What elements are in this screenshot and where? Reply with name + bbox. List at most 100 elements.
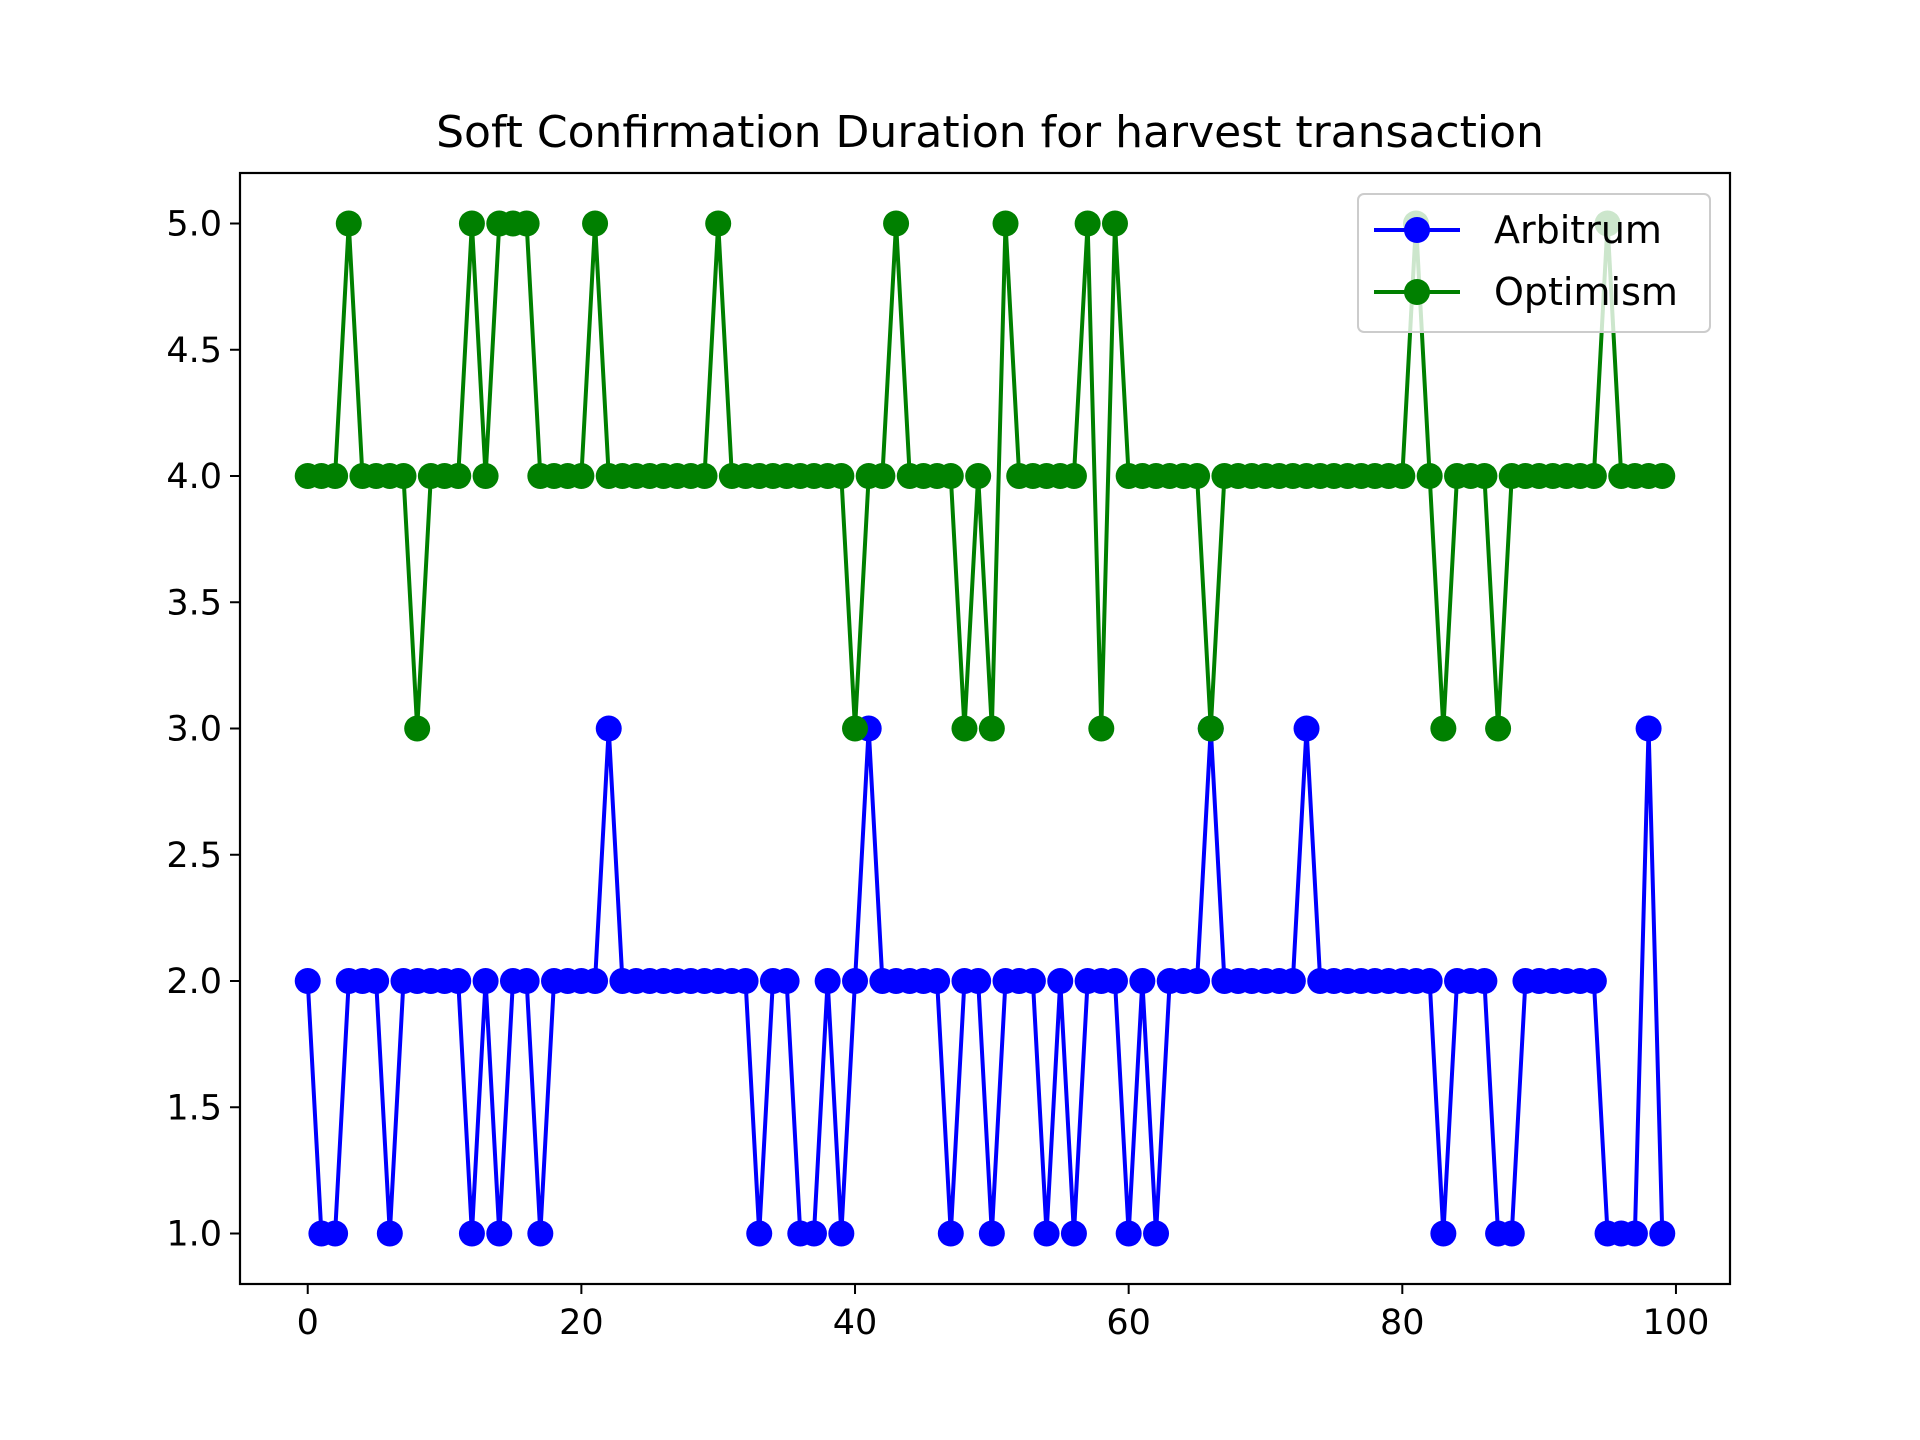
data-point-optimism	[1197, 715, 1224, 742]
data-point-optimism	[513, 210, 540, 237]
series-layer	[294, 210, 1676, 1247]
y-tick-label: 3.0	[166, 710, 222, 750]
data-point-optimism	[568, 463, 595, 489]
data-point-arbitrum	[513, 968, 540, 994]
data-point-optimism	[992, 210, 1019, 237]
data-point-arbitrum	[322, 1220, 349, 1247]
data-point-optimism	[883, 210, 910, 237]
series-optimism	[294, 210, 1676, 742]
data-point-arbitrum	[814, 968, 841, 994]
legend-label-optimism: Optimism	[1494, 270, 1678, 314]
y-tick-label: 2.0	[166, 962, 222, 1002]
x-tick-label: 0	[297, 1303, 319, 1343]
data-point-optimism	[869, 463, 896, 489]
data-point-arbitrum	[527, 1220, 554, 1247]
y-tick-label: 4.0	[166, 457, 222, 497]
data-point-arbitrum	[486, 1220, 513, 1247]
data-point-arbitrum	[363, 968, 390, 994]
data-point-optimism	[705, 210, 732, 237]
data-point-arbitrum	[445, 968, 472, 994]
data-point-arbitrum	[458, 1220, 485, 1247]
y-tick-label: 4.5	[166, 331, 222, 371]
data-point-optimism	[472, 463, 499, 489]
x-tick-label: 60	[1106, 1303, 1151, 1343]
data-point-arbitrum	[978, 1220, 1005, 1247]
data-point-arbitrum	[1019, 968, 1046, 994]
data-point-arbitrum	[1047, 968, 1074, 994]
data-point-optimism	[1485, 715, 1512, 742]
data-point-optimism	[335, 210, 362, 237]
data-point-optimism	[965, 463, 992, 489]
data-point-arbitrum	[1416, 968, 1443, 994]
data-point-arbitrum	[1635, 715, 1662, 742]
y-tick-label: 1.5	[166, 1088, 222, 1128]
data-point-optimism	[691, 463, 718, 489]
data-point-optimism	[1074, 210, 1101, 237]
x-tick-label: 100	[1643, 1303, 1710, 1343]
legend: Arbitrum Optimism	[1357, 193, 1711, 333]
data-point-arbitrum	[937, 1220, 964, 1247]
data-point-optimism	[978, 715, 1005, 742]
data-point-optimism	[1471, 463, 1498, 489]
data-point-arbitrum	[1649, 1220, 1676, 1247]
data-point-arbitrum	[1580, 968, 1607, 994]
data-point-optimism	[1389, 463, 1416, 489]
data-point-arbitrum	[1430, 1220, 1457, 1247]
data-point-arbitrum	[582, 968, 609, 994]
data-point-arbitrum	[800, 1220, 827, 1247]
y-tick-label: 5.0	[166, 205, 222, 245]
data-point-arbitrum	[842, 968, 869, 994]
chart-title: Soft Confirmation Duration for harvest t…	[436, 107, 1544, 158]
data-point-optimism	[1430, 715, 1457, 742]
data-point-optimism	[1184, 463, 1211, 489]
data-point-optimism	[458, 210, 485, 237]
data-point-optimism	[404, 715, 431, 742]
data-point-arbitrum	[472, 968, 499, 994]
data-point-arbitrum	[732, 968, 759, 994]
series-line-optimism	[307, 221, 1663, 731]
y-tick-label: 2.5	[166, 836, 222, 876]
data-point-optimism	[1060, 463, 1087, 489]
data-point-arbitrum	[1033, 1220, 1060, 1247]
data-point-optimism	[1580, 463, 1607, 489]
data-point-optimism	[828, 463, 855, 489]
data-point-optimism	[1088, 715, 1115, 742]
data-point-arbitrum	[965, 968, 992, 994]
series-line-arbitrum	[305, 726, 1665, 1236]
data-point-optimism	[1649, 463, 1676, 489]
data-point-arbitrum	[595, 715, 622, 742]
data-point-arbitrum	[1115, 1220, 1142, 1247]
data-point-arbitrum	[376, 1220, 403, 1247]
legend-label-arbitrum: Arbitrum	[1494, 208, 1662, 252]
data-point-arbitrum	[924, 968, 951, 994]
data-point-optimism	[1101, 210, 1128, 237]
x-tick-label: 80	[1380, 1303, 1425, 1343]
legend-marker-optimism	[1404, 279, 1430, 305]
data-point-optimism	[1416, 463, 1443, 489]
data-point-arbitrum	[1129, 968, 1156, 994]
data-point-arbitrum	[773, 968, 800, 994]
data-point-arbitrum	[1621, 1220, 1648, 1247]
data-point-arbitrum	[1143, 1220, 1170, 1247]
x-axis: 0 20 40 60 80 100	[297, 1284, 1710, 1343]
series-arbitrum	[294, 715, 1676, 1247]
data-point-arbitrum	[1471, 968, 1498, 994]
data-point-optimism	[951, 715, 978, 742]
data-point-optimism	[445, 463, 472, 489]
data-point-arbitrum	[1498, 1220, 1525, 1247]
legend-marker-arbitrum	[1404, 217, 1430, 243]
x-tick-label: 40	[833, 1303, 878, 1343]
data-point-optimism	[582, 210, 609, 237]
data-point-optimism	[937, 463, 964, 489]
data-point-arbitrum	[746, 1220, 773, 1247]
y-tick-label: 3.5	[166, 583, 222, 623]
data-point-optimism	[322, 463, 349, 489]
x-tick-label: 20	[559, 1303, 604, 1343]
data-point-optimism	[842, 715, 869, 742]
data-point-arbitrum	[294, 968, 321, 994]
data-point-arbitrum	[1060, 1220, 1087, 1247]
data-point-arbitrum	[1279, 968, 1306, 994]
y-axis: 1.0 1.5 2.0 2.5 3.0 3.5 4.0 4.5 5.0	[166, 205, 240, 1255]
data-point-optimism	[390, 463, 417, 489]
